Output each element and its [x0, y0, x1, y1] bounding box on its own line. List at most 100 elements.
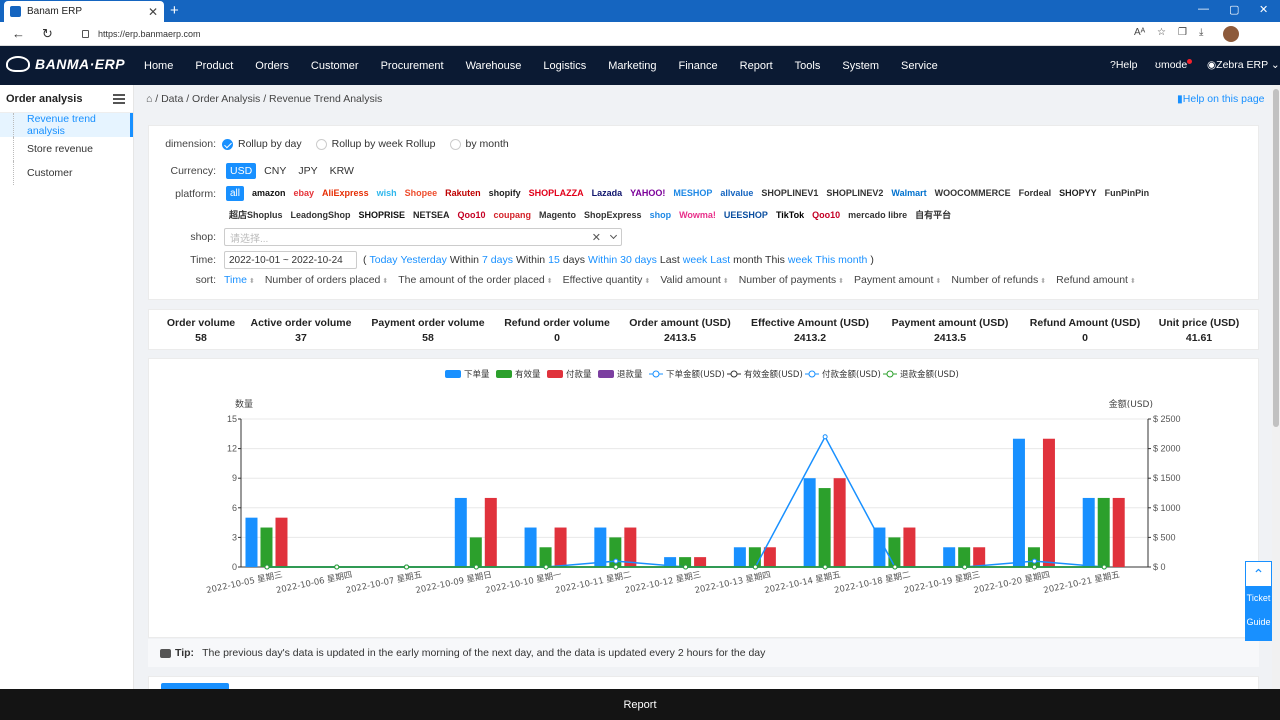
- platform-wowma-[interactable]: Wowma!: [679, 210, 716, 220]
- sort-number-of-orders-placed[interactable]: Number of orders placed ⬍: [265, 274, 388, 286]
- guide-button[interactable]: Guide: [1246, 617, 1271, 627]
- user-menu[interactable]: ◉Zebra ERP ⌄: [1207, 59, 1280, 71]
- sort-number-of-refunds[interactable]: Number of refunds ⬍: [951, 274, 1046, 286]
- sort-number-of-payments[interactable]: Number of payments ⬍: [739, 274, 844, 286]
- profile-avatar[interactable]: [1223, 26, 1239, 42]
- platform-funpinpin[interactable]: FunPinPin: [1104, 188, 1150, 198]
- platform-ueeshop[interactable]: UEESHOP: [723, 210, 768, 220]
- sort-payment-amount[interactable]: Payment amount ⬍: [854, 274, 941, 286]
- page-scrollbar[interactable]: [1272, 85, 1280, 705]
- hamburger-menu-icon[interactable]: [113, 93, 125, 104]
- platform-leadongshop[interactable]: LeadongShop: [290, 210, 351, 220]
- menu-item-report[interactable]: Report: [739, 59, 773, 72]
- sidebar-item-customer[interactable]: Customer: [0, 161, 133, 185]
- platform-超店shoplus[interactable]: 超店Shoplus: [229, 210, 283, 220]
- menu-item-product[interactable]: Product: [195, 59, 234, 72]
- time-option-3[interactable]: 7 days: [482, 254, 513, 266]
- platform-shopyy[interactable]: SHOPYY: [1059, 188, 1097, 198]
- menu-item-marketing[interactable]: Marketing: [608, 59, 657, 72]
- help-on-page-link[interactable]: ▮Help on this page: [1177, 93, 1265, 105]
- sort-the-amount-of-the-order-placed[interactable]: The amount of the order placed ⬍: [398, 274, 552, 286]
- platform-自有平台[interactable]: 自有平台: [915, 210, 952, 220]
- scrollbar-thumb[interactable]: [1273, 89, 1279, 427]
- option-by-month[interactable]: by month: [465, 138, 509, 150]
- option-rollup-day[interactable]: Rollup by day: [238, 138, 302, 150]
- sidebar-item-store-revenue[interactable]: Store revenue: [0, 137, 133, 161]
- favorite-star-icon[interactable]: ☆: [1157, 27, 1166, 38]
- download-icon[interactable]: ⤓: [1199, 27, 1204, 38]
- clear-x-icon[interactable]: ✕: [591, 231, 601, 244]
- platform-shoprise[interactable]: SHOPRISE: [358, 210, 406, 220]
- platform-shop[interactable]: shop: [649, 210, 672, 220]
- menu-item-system[interactable]: System: [842, 59, 880, 72]
- date-range-input[interactable]: 2022-10-01 ~ 2022-10-24: [224, 251, 357, 269]
- window-close-icon[interactable]: ✕: [1259, 4, 1269, 16]
- currency-krw[interactable]: KRW: [329, 165, 354, 177]
- home-icon[interactable]: ⌂: [146, 93, 153, 105]
- platform-netsea[interactable]: NETSEA: [413, 210, 450, 220]
- time-option-13[interactable]: This month: [815, 254, 868, 266]
- chevron-down-icon[interactable]: [609, 231, 618, 240]
- mode-button[interactable]: ʊmode: [1155, 59, 1193, 71]
- platform-shoplinev1[interactable]: SHOPLINEV1: [761, 188, 819, 198]
- radio-rollup-day[interactable]: [222, 138, 233, 150]
- platform-aliexpress[interactable]: AliExpress: [322, 188, 369, 198]
- platform-yahoo-[interactable]: YAHOO!: [630, 188, 666, 198]
- time-option-10[interactable]: Last: [710, 254, 731, 266]
- platform-qoo10[interactable]: Qoo10: [457, 210, 486, 220]
- radio-rollup-week[interactable]: [315, 138, 327, 150]
- maximize-icon[interactable]: ▢: [1229, 4, 1240, 16]
- platform-coupang[interactable]: coupang: [493, 210, 532, 220]
- minimize-icon[interactable]: —: [1198, 3, 1209, 15]
- platform-shoplinev2[interactable]: SHOPLINEV2: [826, 188, 884, 198]
- url-field[interactable]: https://erp.banmaerp.com: [82, 26, 1112, 42]
- platform-shopify[interactable]: shopify: [488, 188, 521, 198]
- platform-fordeal[interactable]: Fordeal: [1018, 188, 1052, 198]
- sidebar-item-revenue-trend[interactable]: Revenue trend analysis: [0, 113, 133, 137]
- menu-item-procurement[interactable]: Procurement: [380, 59, 444, 72]
- menu-item-logistics[interactable]: Logistics: [543, 59, 587, 72]
- time-option-0[interactable]: Today: [369, 254, 398, 266]
- banma-logo[interactable]: BANMA·ERP: [6, 56, 125, 72]
- platform-rakuten[interactable]: Rakuten: [445, 188, 481, 198]
- time-option-9[interactable]: week: [682, 254, 708, 266]
- platform-amazon[interactable]: amazon: [252, 188, 286, 198]
- platform-mercado-libre[interactable]: mercado libre: [848, 210, 908, 220]
- back-to-top-icon[interactable]: ⌃: [1245, 561, 1272, 587]
- currency-usd[interactable]: USD: [226, 163, 257, 179]
- sort-valid-amount[interactable]: Valid amount ⬍: [660, 274, 728, 286]
- read-aloud-icon[interactable]: Aᴬ: [1134, 27, 1146, 38]
- platform-allvalue[interactable]: allvalue: [720, 188, 754, 198]
- help-button[interactable]: ?Help: [1110, 59, 1137, 71]
- platform-woocommerce[interactable]: WOOCOMMERCE: [934, 188, 1011, 198]
- platform-wish[interactable]: wish: [376, 188, 397, 198]
- menu-item-orders[interactable]: Orders: [255, 59, 289, 72]
- menu-item-finance[interactable]: Finance: [678, 59, 718, 72]
- reload-icon[interactable]: ↻: [42, 26, 53, 41]
- menu-item-service[interactable]: Service: [901, 59, 938, 72]
- platform-magento[interactable]: Magento: [539, 210, 577, 220]
- platform-shopexpress[interactable]: ShopExpress: [584, 210, 642, 220]
- platform-walmart[interactable]: Walmart: [891, 188, 927, 198]
- platform-shopee[interactable]: Shopee: [404, 188, 438, 198]
- platform-all[interactable]: all: [226, 186, 245, 201]
- currency-cny[interactable]: CNY: [264, 165, 287, 177]
- radio-by-month[interactable]: [449, 138, 461, 150]
- browser-tab[interactable]: Banam ERP ✕: [4, 1, 164, 22]
- collections-icon[interactable]: ❐: [1178, 27, 1187, 38]
- platform-meshop[interactable]: MESHOP: [673, 188, 713, 198]
- platform-qoo10[interactable]: Qoo10: [812, 210, 841, 220]
- sort-effective-quantity[interactable]: Effective quantity ⬍: [563, 274, 651, 286]
- menu-item-tools[interactable]: Tools: [794, 59, 821, 72]
- time-option-1[interactable]: Yesterday: [400, 254, 447, 266]
- option-rollup-week[interactable]: Rollup by week Rollup: [331, 138, 436, 150]
- menu-item-warehouse[interactable]: Warehouse: [465, 59, 522, 72]
- platform-tiktok[interactable]: TikTok: [775, 210, 805, 220]
- time-option-7[interactable]: Within 30 days: [588, 254, 657, 266]
- platform-ebay[interactable]: ebay: [293, 188, 315, 198]
- time-option-5[interactable]: 15: [548, 254, 560, 266]
- ticket-button[interactable]: Ticket: [1246, 593, 1271, 603]
- time-option-12[interactable]: week: [787, 254, 813, 266]
- sort-refund-amount[interactable]: Refund amount ⬍: [1056, 274, 1136, 286]
- menu-item-customer[interactable]: Customer: [310, 59, 359, 72]
